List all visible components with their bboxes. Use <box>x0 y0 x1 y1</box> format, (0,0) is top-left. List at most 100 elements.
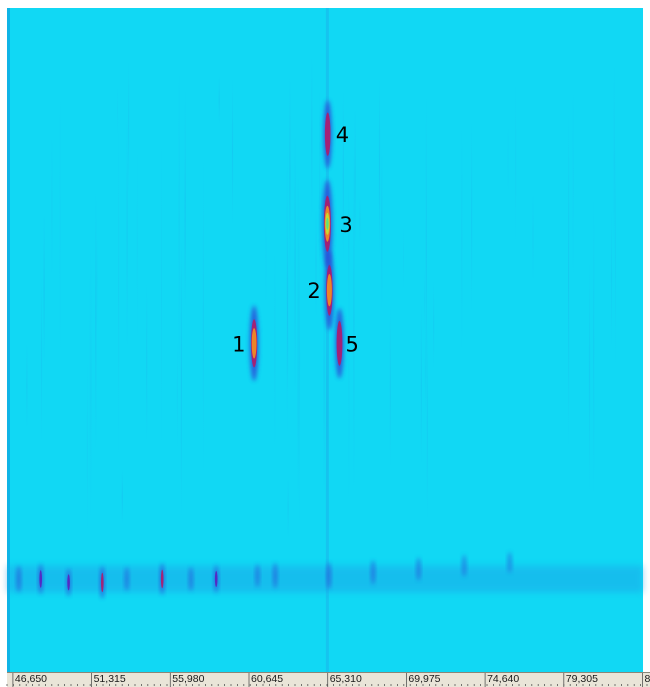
minor-spot <box>462 554 467 577</box>
background-streak <box>274 241 276 458</box>
background-streak <box>287 475 289 540</box>
background-streak <box>389 302 391 472</box>
x-tick-label: 55,980 <box>172 673 204 685</box>
background-streak <box>425 90 427 409</box>
background-streak <box>572 72 574 294</box>
background-streak <box>610 205 613 350</box>
minor-spot <box>214 565 219 593</box>
peak-marks <box>249 100 344 382</box>
minor-spot <box>255 564 260 588</box>
background-streak <box>593 189 595 505</box>
minor-spot <box>100 566 105 599</box>
minor-spot <box>416 557 421 581</box>
background-streak <box>289 71 291 274</box>
minor-spot <box>38 563 43 595</box>
peak-label-1: 1 <box>232 332 245 356</box>
peak-4 <box>323 100 332 169</box>
background-streak <box>319 80 321 301</box>
background-streak <box>461 117 463 362</box>
minor-spot <box>124 566 129 592</box>
background-streak <box>426 323 428 524</box>
background-streak <box>146 279 148 446</box>
background-streak <box>423 267 426 332</box>
peak-label-4: 4 <box>336 123 349 147</box>
background-streak <box>298 184 301 535</box>
background-streak <box>86 355 88 538</box>
background-streak <box>116 85 119 137</box>
x-tick-label: 74,640 <box>487 673 519 685</box>
minor-spots <box>16 552 512 599</box>
background-streak <box>118 114 120 470</box>
background-streak <box>348 215 350 521</box>
background-streak <box>568 109 570 453</box>
plot-left-edge <box>7 8 10 672</box>
background-streak <box>59 63 61 385</box>
x-axis-bar <box>7 672 650 687</box>
bottom-band <box>7 565 643 593</box>
background-streak <box>613 58 615 264</box>
background-streak <box>265 201 267 313</box>
background-streak <box>126 107 128 358</box>
minor-spot <box>66 568 71 597</box>
peak-column <box>325 8 329 672</box>
x-tick-label: 69,975 <box>408 673 440 685</box>
background-streak <box>378 76 381 259</box>
baseline-band <box>7 565 643 593</box>
background-streak <box>614 137 617 373</box>
background-streak <box>507 117 509 201</box>
background-streak <box>532 188 534 286</box>
background-streak <box>89 236 91 531</box>
background-streak <box>294 124 296 402</box>
peak-labels: 1 2 3 4 5 <box>232 123 359 356</box>
background-streak <box>90 244 93 518</box>
background-streak <box>433 279 435 371</box>
background-streak <box>321 173 323 230</box>
background-streak <box>348 177 350 307</box>
x-tick-label: 65,310 <box>330 673 362 685</box>
background-streak <box>40 274 43 446</box>
background-streak <box>95 184 97 457</box>
background-streak <box>471 118 473 316</box>
peak-1 <box>249 305 259 382</box>
minor-spot <box>160 563 165 595</box>
peak-label-2: 2 <box>307 279 320 303</box>
background-streak <box>315 202 317 323</box>
background-streak <box>311 50 313 224</box>
peak-label-5: 5 <box>346 332 359 356</box>
background-streak <box>287 233 289 394</box>
background-streak <box>353 141 355 499</box>
peak-3 <box>322 179 333 268</box>
background-streak <box>402 224 405 292</box>
background-streak <box>160 133 163 457</box>
background-streak <box>354 103 356 249</box>
x-tick-label: 51,315 <box>94 673 126 685</box>
background-streak <box>121 468 123 525</box>
peak-5 <box>335 308 344 379</box>
x-tick-label: 46,650 <box>15 673 47 685</box>
background-streak <box>136 140 138 350</box>
background-streak <box>231 76 234 228</box>
background-streak <box>588 258 591 497</box>
peak-label-3: 3 <box>339 213 352 237</box>
background-streak <box>359 195 361 244</box>
x-axis: 46,650 51,315 55,980 60,645 65,310 69,975 74,6… <box>6 673 650 687</box>
background-streak <box>381 142 383 315</box>
background-streak <box>178 49 180 396</box>
background-streak <box>342 87 344 263</box>
minor-spot <box>188 566 194 592</box>
x-tick-label: 79,305 <box>566 673 598 685</box>
background-streak <box>96 224 98 337</box>
background-streak <box>26 341 28 431</box>
background-streak <box>424 328 426 418</box>
background-streak <box>323 236 325 502</box>
x-tick-label: 83,9 <box>645 673 650 685</box>
background-streak <box>202 152 204 483</box>
background-streak <box>218 75 220 125</box>
background-streak <box>128 58 130 197</box>
background-streak <box>51 128 53 283</box>
background-streak <box>420 302 422 468</box>
background-streak <box>43 209 45 368</box>
minor-spot <box>507 552 512 573</box>
minor-spot <box>273 562 278 589</box>
